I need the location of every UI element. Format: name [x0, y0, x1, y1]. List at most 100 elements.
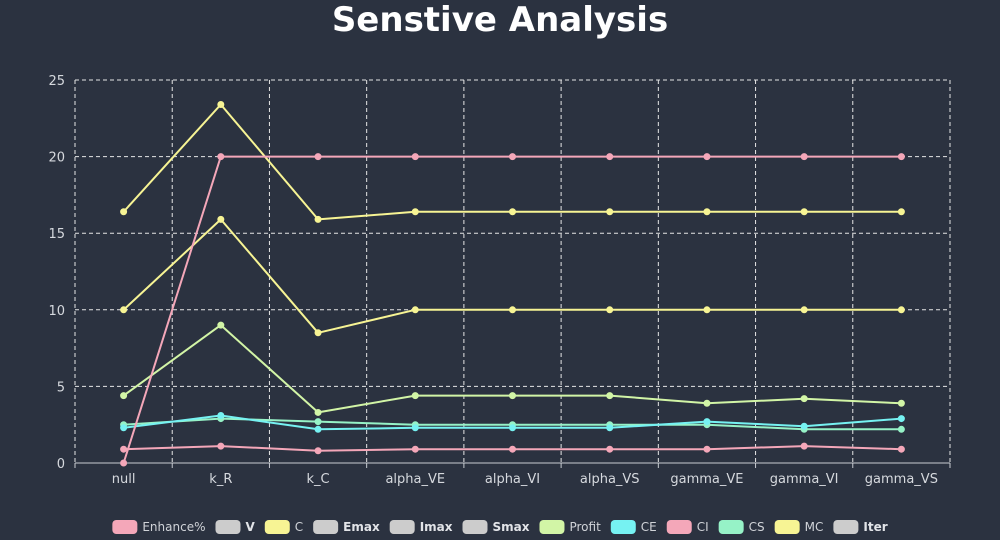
legend-label: Emax	[343, 520, 380, 534]
data-point-ci	[898, 446, 904, 452]
data-point-mc	[412, 307, 418, 313]
legend-item-mc[interactable]: MC	[775, 520, 824, 534]
data-point-enhance	[121, 460, 127, 466]
data-point-ci	[315, 448, 321, 454]
data-point-mc	[121, 307, 127, 313]
data-point-ci	[704, 446, 710, 452]
data-point-profit	[801, 396, 807, 402]
data-point-profit	[510, 393, 516, 399]
legend-swatch	[390, 520, 415, 534]
data-point-ce	[898, 416, 904, 422]
data-point-cs	[315, 419, 321, 425]
data-point-ci	[801, 443, 807, 449]
legend-item-ce[interactable]: CE	[611, 520, 657, 534]
y-tick-label: 20	[48, 151, 65, 166]
data-point-mc	[510, 307, 516, 313]
legend-label: Profit	[569, 520, 601, 534]
legend-swatch	[462, 520, 487, 534]
data-point-c	[218, 102, 224, 108]
data-point-enhance	[315, 154, 321, 160]
data-point-c	[510, 209, 516, 215]
legend-swatch	[313, 520, 338, 534]
data-point-mc	[801, 307, 807, 313]
legend-swatch	[611, 520, 636, 534]
legend-label: Iter	[863, 520, 887, 534]
data-point-profit	[315, 409, 321, 415]
data-point-c	[898, 209, 904, 215]
data-point-c	[704, 209, 710, 215]
legend-item-imax[interactable]: Imax	[390, 520, 453, 534]
legend-label: CS	[749, 520, 765, 534]
data-point-enhance	[218, 154, 224, 160]
x-tick-label: alpha_VS	[580, 472, 640, 487]
series-profit	[121, 322, 905, 415]
data-point-enhance	[412, 154, 418, 160]
data-point-c	[801, 209, 807, 215]
legend-item-ci[interactable]: CI	[667, 520, 709, 534]
y-tick-label: 15	[48, 227, 65, 242]
data-point-mc	[607, 307, 613, 313]
data-point-c	[607, 209, 613, 215]
data-point-c	[121, 209, 127, 215]
y-tick-label: 0	[57, 457, 65, 472]
x-tick-label: alpha_VI	[485, 472, 540, 487]
legend-item-smax[interactable]: Smax	[462, 520, 529, 534]
data-point-enhance	[704, 154, 710, 160]
legend-item-emax[interactable]: Emax	[313, 520, 380, 534]
series-ci	[121, 443, 905, 454]
legend-item-profit[interactable]: Profit	[539, 520, 601, 534]
data-point-c	[412, 209, 418, 215]
x-tick-label: gamma_VS	[865, 472, 938, 487]
legend-item-iter[interactable]: Iter	[833, 520, 887, 534]
y-tick-label: 5	[57, 380, 65, 395]
legend-swatch	[265, 520, 290, 534]
x-tick-label: gamma_VI	[770, 472, 839, 487]
data-point-mc	[218, 216, 224, 222]
data-point-profit	[607, 393, 613, 399]
x-tick-label: alpha_VE	[385, 472, 445, 487]
legend-item-v[interactable]: V	[215, 520, 255, 534]
legend-item-enhance[interactable]: Enhance%	[112, 520, 205, 534]
data-point-ce	[315, 426, 321, 432]
legend[interactable]: Enhance% V C Emax Imax Smax Profit CE CI CS MC Iter	[112, 520, 887, 534]
legend-item-cs[interactable]: CS	[719, 520, 765, 534]
data-point-mc	[898, 307, 904, 313]
series-line-profit	[124, 325, 902, 412]
legend-label: Enhance%	[142, 520, 205, 534]
x-tick-label: k_C	[307, 472, 330, 487]
data-point-ci	[121, 446, 127, 452]
grid-lines	[75, 80, 950, 463]
data-point-ci	[510, 446, 516, 452]
legend-label: V	[245, 520, 255, 534]
series-layer	[121, 102, 905, 466]
series-mc	[121, 216, 905, 335]
data-point-ce	[121, 425, 127, 431]
legend-swatch	[719, 520, 744, 534]
x-tick-label: gamma_VE	[670, 472, 743, 487]
data-point-profit	[412, 393, 418, 399]
legend-label: C	[295, 520, 303, 534]
y-tick-label: 25	[48, 74, 65, 89]
data-point-profit	[121, 393, 127, 399]
series-line-mc	[124, 219, 902, 332]
data-point-ci	[218, 443, 224, 449]
legend-label: Imax	[420, 520, 453, 534]
data-point-ce	[607, 425, 613, 431]
data-point-ce	[704, 419, 710, 425]
legend-label: MC	[805, 520, 824, 534]
data-point-profit	[218, 322, 224, 328]
data-point-cs	[898, 426, 904, 432]
data-point-enhance	[510, 154, 516, 160]
data-point-enhance	[607, 154, 613, 160]
data-point-ce	[801, 423, 807, 429]
series-line-c	[124, 105, 902, 220]
x-tick-label: k_R	[209, 472, 232, 487]
legend-label: CE	[641, 520, 657, 534]
legend-label: Smax	[492, 520, 529, 534]
legend-swatch	[667, 520, 692, 534]
data-point-ce	[412, 425, 418, 431]
x-tick-label: null	[112, 472, 136, 487]
legend-label: CI	[697, 520, 709, 534]
legend-item-c[interactable]: C	[265, 520, 303, 534]
